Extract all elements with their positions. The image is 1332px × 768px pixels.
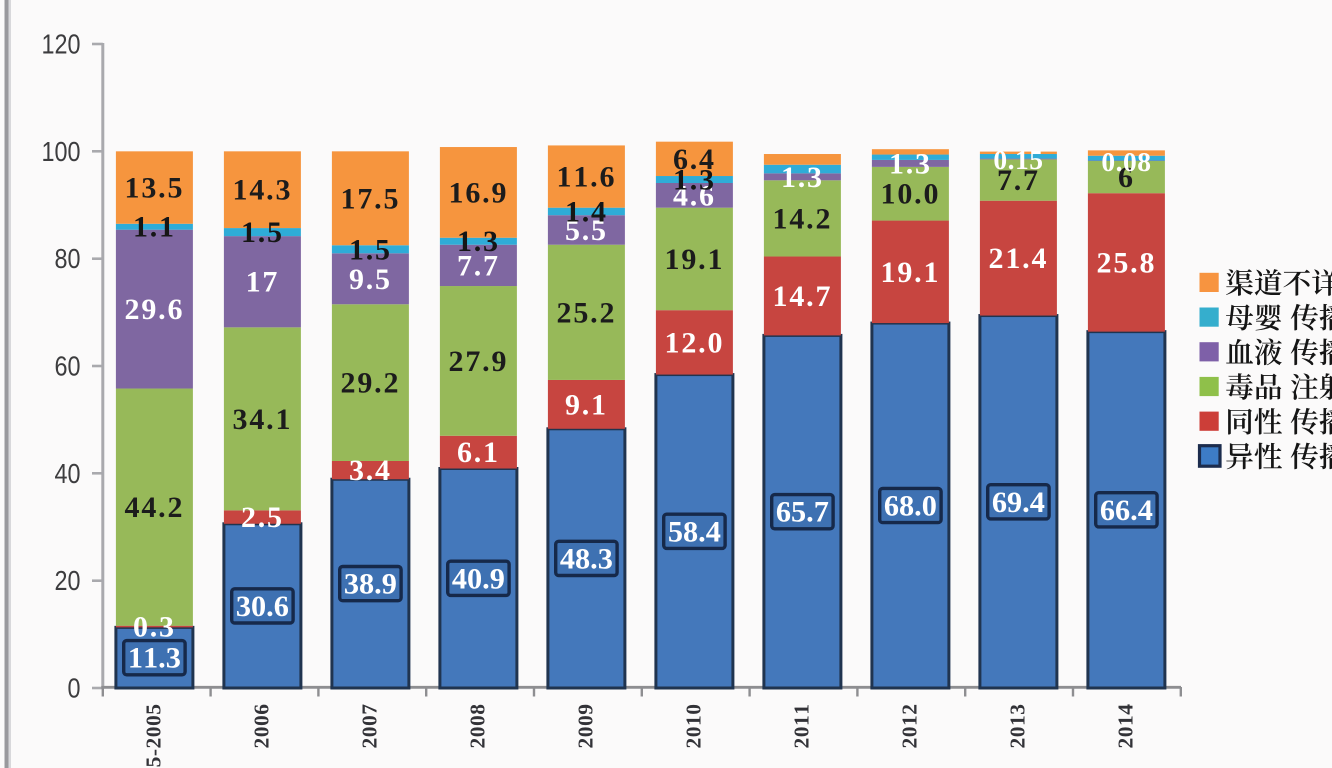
svg-text:1.1: 1.1	[133, 211, 176, 244]
svg-text:30.6: 30.6	[236, 590, 289, 623]
svg-text:4.6: 4.6	[673, 179, 716, 212]
svg-text:2014: 2014	[1114, 704, 1138, 749]
svg-text:2008: 2008	[466, 704, 490, 749]
svg-text:25.2: 25.2	[557, 296, 617, 329]
svg-text:14.7: 14.7	[773, 280, 833, 313]
svg-text:40.9: 40.9	[452, 562, 505, 595]
svg-text:1.5: 1.5	[349, 233, 392, 266]
svg-text:2010: 2010	[682, 704, 706, 749]
svg-text:29.6: 29.6	[125, 293, 185, 326]
svg-text:6: 6	[1118, 161, 1135, 194]
svg-text:44.2: 44.2	[125, 491, 185, 524]
svg-text:7.7: 7.7	[457, 249, 500, 282]
svg-text:25.8: 25.8	[1097, 246, 1157, 279]
svg-text:9.1: 9.1	[565, 388, 608, 421]
svg-text:5.5: 5.5	[565, 214, 608, 247]
svg-text:38.9: 38.9	[344, 568, 397, 601]
svg-text:1.3: 1.3	[673, 164, 716, 197]
svg-text:3.4: 3.4	[349, 454, 392, 487]
svg-text:19.1: 19.1	[665, 243, 725, 276]
svg-text:34.1: 34.1	[233, 403, 293, 436]
svg-text:0: 0	[68, 673, 81, 704]
svg-text:11.6: 11.6	[557, 161, 617, 194]
svg-text:66.4: 66.4	[1100, 494, 1153, 527]
svg-text:10.0: 10.0	[881, 178, 941, 211]
svg-text:65.7: 65.7	[776, 496, 829, 529]
svg-text:69.4: 69.4	[992, 486, 1045, 519]
svg-text:27.9: 27.9	[449, 345, 509, 378]
svg-text:0.15: 0.15	[993, 144, 1043, 175]
svg-text:9.5: 9.5	[349, 263, 392, 296]
svg-text:17: 17	[246, 266, 280, 299]
svg-text:2009: 2009	[574, 704, 598, 749]
svg-text:2006: 2006	[250, 704, 274, 749]
svg-text:6.1: 6.1	[457, 436, 500, 469]
svg-text:1985-2005: 1985-2005	[142, 704, 166, 768]
svg-text:1.3: 1.3	[889, 147, 932, 180]
svg-text:0.3: 0.3	[133, 611, 176, 644]
svg-text:12.0: 12.0	[665, 326, 725, 359]
svg-text:1.4: 1.4	[565, 195, 608, 228]
svg-text:2011: 2011	[790, 704, 814, 749]
svg-text:58.4: 58.4	[668, 515, 721, 548]
svg-text:16.9: 16.9	[449, 176, 509, 209]
svg-text:48.3: 48.3	[560, 542, 613, 575]
svg-text:7.7: 7.7	[997, 164, 1040, 197]
svg-text:2007: 2007	[358, 704, 382, 749]
svg-text:2.5: 2.5	[241, 501, 284, 534]
svg-text:68.0: 68.0	[884, 490, 937, 523]
svg-text:6.4: 6.4	[673, 143, 716, 176]
svg-text:13.5: 13.5	[125, 172, 185, 205]
svg-text:100: 100	[42, 136, 81, 167]
svg-text:20: 20	[55, 565, 81, 596]
svg-text:1.5: 1.5	[241, 216, 284, 249]
svg-text:2013: 2013	[1006, 704, 1030, 749]
svg-text:2012: 2012	[898, 704, 922, 749]
svg-text:1.3: 1.3	[781, 161, 824, 194]
svg-text:40: 40	[55, 458, 81, 489]
svg-text:0.08: 0.08	[1101, 146, 1151, 177]
svg-text:17.5: 17.5	[341, 182, 401, 215]
svg-text:60: 60	[55, 351, 81, 382]
svg-text:14.2: 14.2	[773, 202, 833, 235]
svg-text:19.1: 19.1	[881, 256, 941, 289]
svg-text:1.3: 1.3	[457, 225, 500, 258]
svg-text:120: 120	[42, 29, 81, 60]
svg-text:21.4: 21.4	[989, 242, 1049, 275]
svg-text:29.2: 29.2	[341, 367, 401, 400]
svg-text:14.3: 14.3	[233, 174, 293, 207]
svg-text:80: 80	[55, 243, 81, 274]
svg-text:11.3: 11.3	[128, 642, 181, 675]
